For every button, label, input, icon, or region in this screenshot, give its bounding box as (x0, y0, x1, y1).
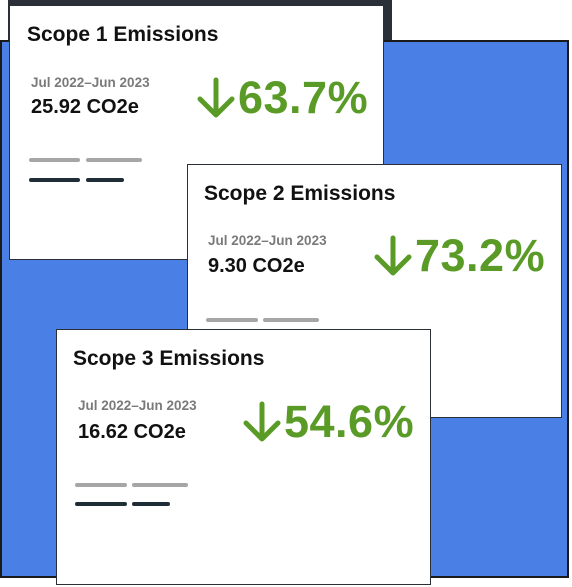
card-value: 9.30 CO2e (208, 255, 305, 277)
card-change: 54.6% (242, 396, 414, 448)
placeholder-bar (263, 318, 319, 322)
change-percentage: 73.2% (415, 230, 546, 281)
placeholder-bar (29, 178, 80, 182)
placeholder-bar (132, 483, 188, 487)
card-title: Scope 2 Emissions (204, 182, 396, 205)
change-percentage: 63.7% (238, 72, 369, 123)
card-period: Jul 2022–Jun 2023 (31, 75, 150, 90)
card-period: Jul 2022–Jun 2023 (208, 233, 327, 248)
scope-3-card: Scope 3 Emissions Jul 2022–Jun 2023 16.6… (56, 329, 431, 585)
placeholder-bar (86, 178, 124, 182)
card-change: 63.7% (196, 72, 368, 124)
placeholder-bar (29, 158, 80, 162)
arrow-down-icon (373, 234, 413, 278)
card-change: 73.2% (373, 230, 545, 282)
arrow-down-icon (196, 76, 236, 120)
card-value: 25.92 CO2e (31, 96, 139, 118)
card-title: Scope 1 Emissions (27, 23, 219, 46)
arrow-down-icon (242, 400, 282, 444)
card-period: Jul 2022–Jun 2023 (78, 398, 197, 413)
placeholder-bar (86, 158, 142, 162)
placeholder-bar (75, 483, 127, 487)
placeholder-bar (75, 502, 127, 506)
change-percentage: 54.6% (284, 396, 415, 447)
card-value: 16.62 CO2e (78, 421, 186, 443)
placeholder-bar (206, 318, 258, 322)
card-title: Scope 3 Emissions (73, 347, 265, 370)
placeholder-bar (132, 502, 170, 506)
